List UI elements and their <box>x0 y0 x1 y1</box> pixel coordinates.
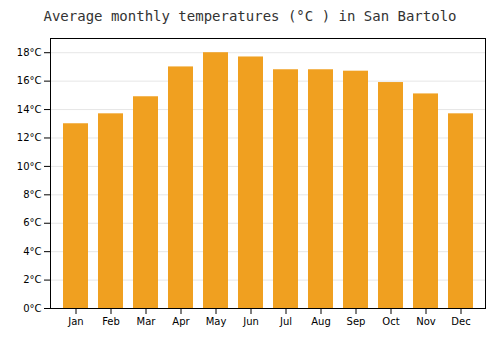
svg-text:10°C: 10°C <box>17 161 42 172</box>
svg-text:18°C: 18°C <box>17 47 42 58</box>
svg-text:12°C: 12°C <box>17 132 42 143</box>
svg-text:Dec: Dec <box>451 316 470 327</box>
svg-text:Aug: Aug <box>311 316 331 327</box>
svg-text:Apr: Apr <box>172 316 190 327</box>
html-text:Average monthly temperatures (: Average monthly temperatures (°C ) in Sa… <box>43 8 457 24</box>
svg-text:Feb: Feb <box>102 316 120 327</box>
svg-text:6°C: 6°C <box>23 217 41 228</box>
svg-text:Jun: Jun <box>242 316 259 327</box>
svg-text:Sep: Sep <box>347 316 366 327</box>
svg-text:14°C: 14°C <box>17 104 42 115</box>
svg-text:Oct: Oct <box>382 316 399 327</box>
svg-text:0°C: 0°C <box>23 303 41 314</box>
svg-text:Nov: Nov <box>416 316 436 327</box>
svg-text:16°C: 16°C <box>17 75 42 86</box>
svg-text:2°C: 2°C <box>23 274 41 285</box>
svg-text:Mar: Mar <box>137 316 157 327</box>
svg-text:May: May <box>206 316 227 327</box>
svg-text:Jan: Jan <box>67 316 83 327</box>
svg-text:Jul: Jul <box>279 316 292 327</box>
svg-text:8°C: 8°C <box>23 189 41 200</box>
svg-text:4°C: 4°C <box>23 246 41 257</box>
